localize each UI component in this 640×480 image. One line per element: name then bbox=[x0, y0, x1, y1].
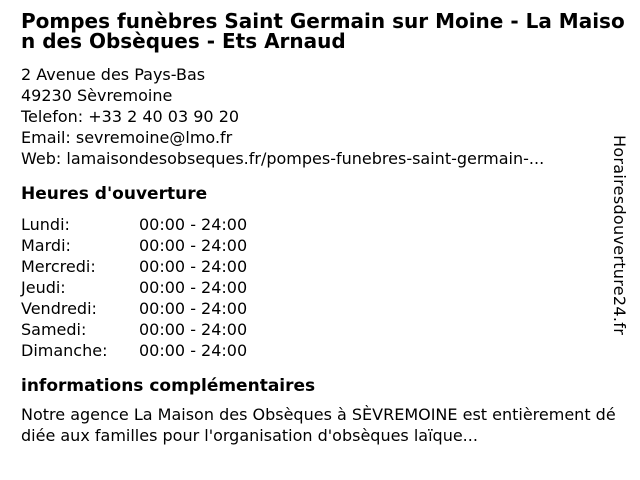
address-city: 49230 Sèvremoine bbox=[21, 86, 173, 105]
email-label: Email: bbox=[21, 128, 71, 147]
watermark-site-name: Horairesdouverture24.fr bbox=[610, 135, 629, 336]
additional-info-text: Notre agence La Maison des Obsèques à SÈ… bbox=[21, 405, 616, 445]
day-hours: 00:00 - 24:00 bbox=[139, 236, 248, 255]
day-label: Dimanche: bbox=[21, 341, 108, 360]
business-info-page: Pompes funèbres Saint Germain sur Moine … bbox=[21, 9, 634, 445]
web-line: Web: lamaisondesobseques.fr/pompes-funeb… bbox=[21, 148, 634, 169]
opening-hours-heading: Heures d'ouverture bbox=[21, 184, 208, 204]
phone-line: Telefon: +33 2 40 03 90 20 bbox=[21, 106, 634, 127]
email-value[interactable]: sevremoine@lmo.fr bbox=[75, 128, 233, 147]
page-title: Pompes funèbres Saint Germain sur Moine … bbox=[21, 9, 625, 53]
hours-row: Mardi: 00:00 - 24:00 bbox=[21, 235, 634, 256]
web-value[interactable]: lamaisondesobseques.fr/pompes-funebres-s… bbox=[66, 149, 545, 168]
additional-info-heading: informations complémentaires bbox=[21, 376, 316, 396]
hours-row: Dimanche: 00:00 - 24:00 bbox=[21, 340, 634, 361]
day-hours: 00:00 - 24:00 bbox=[139, 215, 248, 234]
address-street: 2 Avenue des Pays-Bas bbox=[21, 65, 206, 84]
day-label: Mardi: bbox=[21, 236, 71, 255]
day-label: Vendredi: bbox=[21, 299, 97, 318]
day-hours: 00:00 - 24:00 bbox=[139, 257, 248, 276]
hours-row: Lundi: 00:00 - 24:00 bbox=[21, 214, 634, 235]
opening-hours-table: Lundi: 00:00 - 24:00 Mardi: 00:00 - 24:00 … bbox=[21, 214, 634, 361]
day-hours: 00:00 - 24:00 bbox=[139, 341, 248, 360]
day-label: Lundi: bbox=[21, 215, 70, 234]
day-label: Samedi: bbox=[21, 320, 87, 339]
phone-label: Telefon: bbox=[21, 107, 84, 126]
day-hours: 00:00 - 24:00 bbox=[139, 320, 248, 339]
hours-row: Mercredi: 00:00 - 24:00 bbox=[21, 256, 634, 277]
phone-value[interactable]: +33 2 40 03 90 20 bbox=[88, 107, 240, 126]
web-label: Web: bbox=[21, 149, 62, 168]
email-line: Email: sevremoine@lmo.fr bbox=[21, 127, 634, 148]
hours-row: Jeudi: 00:00 - 24:00 bbox=[21, 277, 634, 298]
contact-info-block: 2 Avenue des Pays-Bas 49230 Sèvremoine T… bbox=[21, 64, 634, 169]
day-label: Mercredi: bbox=[21, 257, 96, 276]
day-hours: 00:00 - 24:00 bbox=[139, 299, 248, 318]
day-label: Jeudi: bbox=[21, 278, 66, 297]
hours-row: Vendredi: 00:00 - 24:00 bbox=[21, 298, 634, 319]
hours-row: Samedi: 00:00 - 24:00 bbox=[21, 319, 634, 340]
day-hours: 00:00 - 24:00 bbox=[139, 278, 248, 297]
